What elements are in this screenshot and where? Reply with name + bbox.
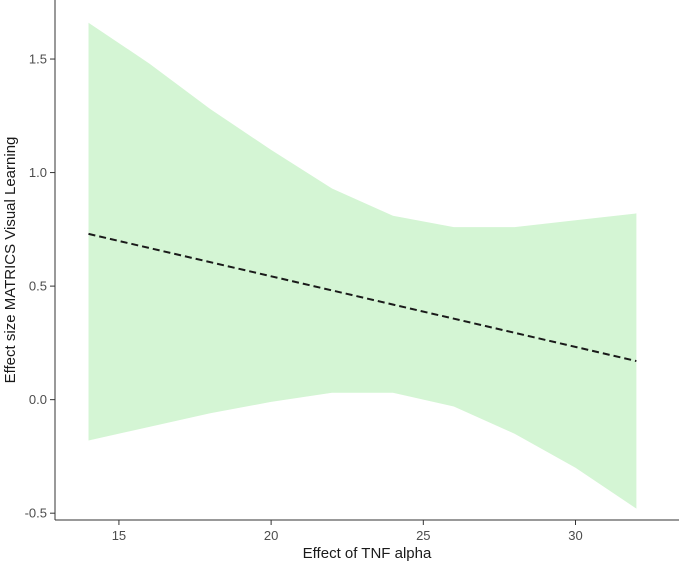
y-tick-label: 1.0 (29, 165, 47, 180)
y-tick-label: -0.5 (25, 506, 47, 521)
y-tick-label: 1.5 (29, 52, 47, 67)
y-tick-label: 0.5 (29, 279, 47, 294)
x-tick-label: 30 (568, 528, 582, 543)
x-axis-title: Effect of TNF alpha (303, 545, 432, 562)
x-tick-label: 25 (416, 528, 430, 543)
y-axis-title: Effect size MATRICS Visual Learning (2, 137, 19, 384)
x-tick-label: 15 (112, 528, 126, 543)
confidence-band (88, 22, 637, 509)
y-tick-label: 0.0 (29, 392, 47, 407)
regression-line (88, 232, 637, 363)
x-tick-label: 20 (264, 528, 278, 543)
